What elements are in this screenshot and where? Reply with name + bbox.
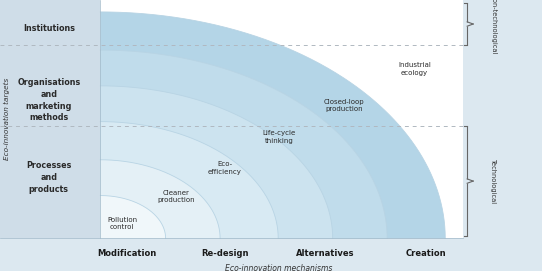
Text: Industrial
ecology: Industrial ecology: [398, 62, 431, 76]
Text: Pollution
control: Pollution control: [107, 217, 137, 230]
Text: Eco-
efficiency: Eco- efficiency: [208, 161, 242, 175]
Text: Institutions: Institutions: [23, 24, 75, 33]
Polygon shape: [100, 122, 278, 238]
Text: Alternatives: Alternatives: [296, 249, 354, 258]
Bar: [463, 0, 542, 238]
Text: Creation: Creation: [405, 249, 446, 258]
Text: Processes
and
products: Processes and products: [26, 161, 72, 194]
Text: Eco-innovation mechanisms: Eco-innovation mechanisms: [225, 264, 333, 271]
Text: Cleaner
production: Cleaner production: [157, 190, 195, 203]
Polygon shape: [100, 12, 445, 238]
Text: Life-cycle
thinking: Life-cycle thinking: [262, 130, 296, 144]
Polygon shape: [100, 86, 333, 238]
Polygon shape: [100, 196, 166, 238]
Polygon shape: [100, 160, 220, 238]
Bar: [0, 0, 100, 238]
Text: Closed-loop
production: Closed-loop production: [324, 99, 364, 112]
Text: Eco-innovation targets: Eco-innovation targets: [4, 78, 10, 160]
Text: Re-design: Re-design: [201, 249, 249, 258]
Text: Non-technological: Non-technological: [490, 0, 496, 54]
Bar: [100, 0, 463, 238]
Polygon shape: [100, 50, 387, 238]
Text: Modification: Modification: [98, 249, 157, 258]
Text: Organisations
and
marketing
methods: Organisations and marketing methods: [17, 78, 80, 122]
Text: Technological: Technological: [490, 159, 496, 204]
